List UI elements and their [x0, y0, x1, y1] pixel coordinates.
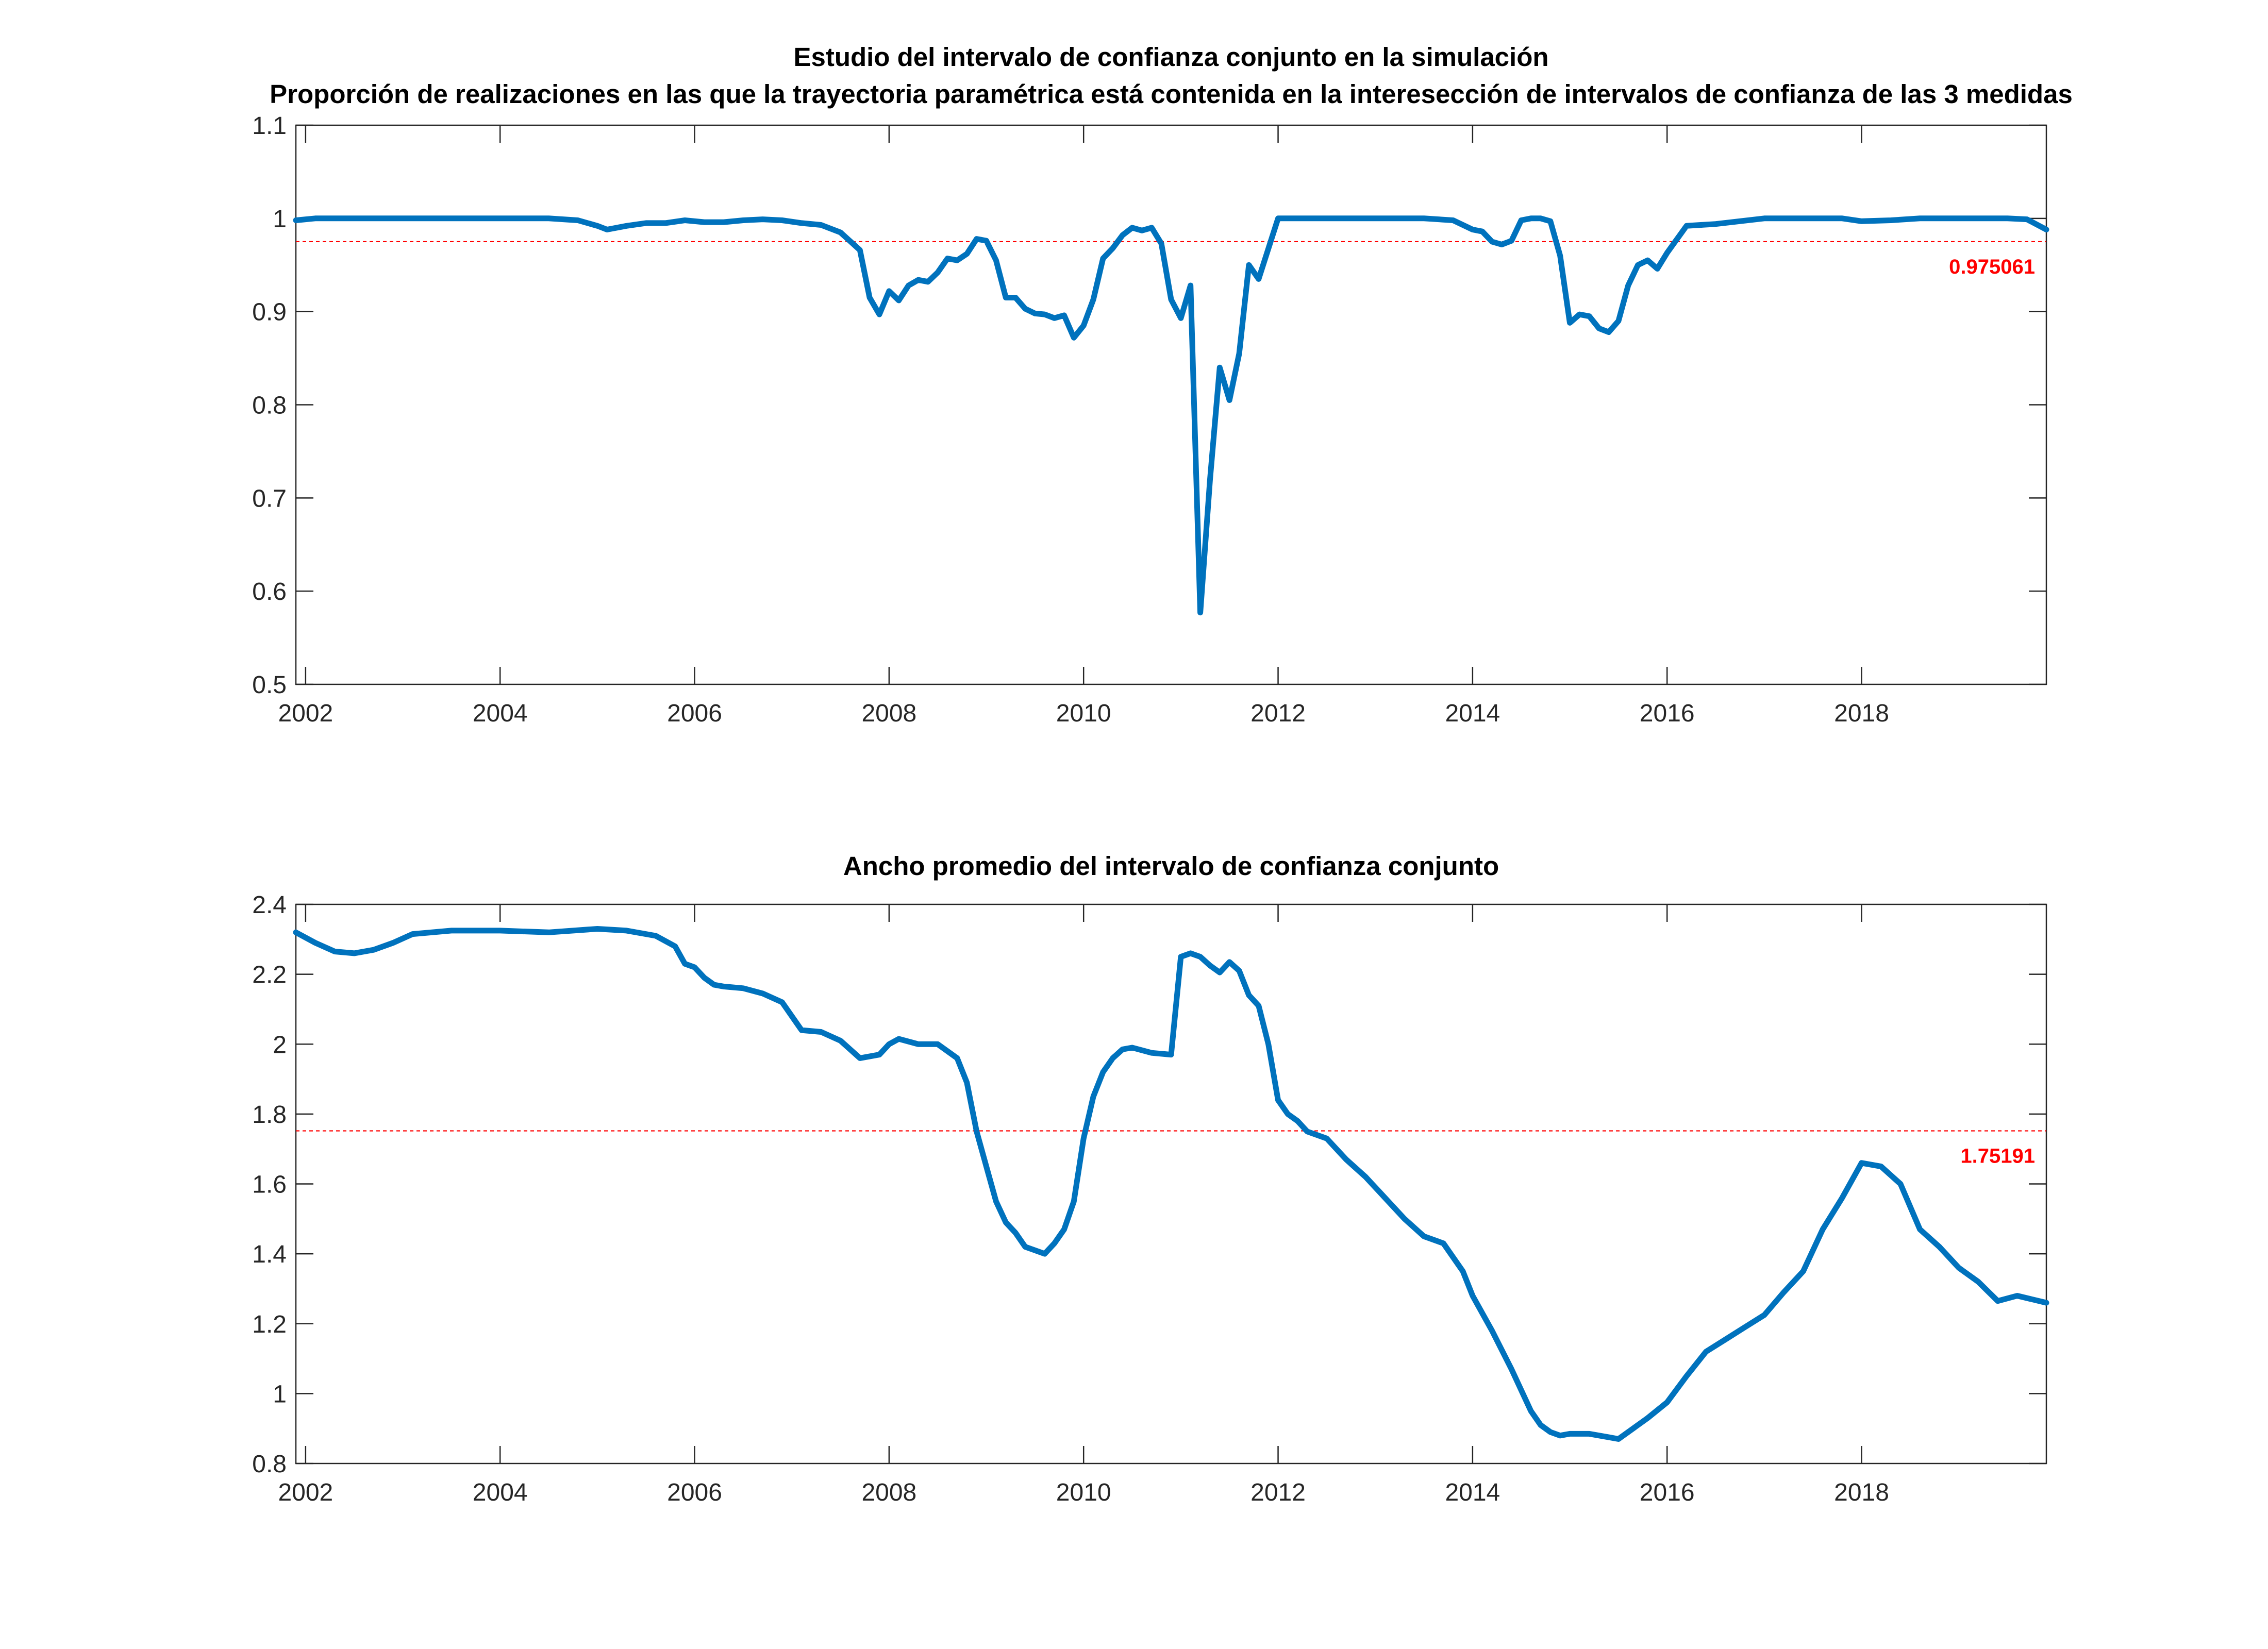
y-tick-label: 0.5 — [252, 671, 287, 699]
x-tick-label: 2012 — [1250, 700, 1306, 727]
y-tick-label: 0.8 — [252, 1451, 287, 1478]
y-tick-label: 1.2 — [252, 1311, 287, 1338]
reference-label: 1.75191 — [1960, 1145, 2035, 1167]
y-tick-label: 0.8 — [252, 392, 287, 419]
x-tick-label: 2006 — [667, 700, 722, 727]
y-tick-label: 0.7 — [252, 485, 287, 512]
subplot-coverage: Estudio del intervalo de confianza conju… — [252, 42, 2073, 727]
x-tick-label: 2016 — [1640, 1479, 1695, 1506]
x-tick-label: 2004 — [473, 700, 528, 727]
series-line — [293, 926, 2049, 1442]
x-tick-label: 2006 — [667, 1479, 722, 1506]
x-tick-label: 2014 — [1445, 1479, 1500, 1506]
y-tick-label: 2 — [273, 1031, 287, 1058]
x-tick-label: 2008 — [861, 1479, 916, 1506]
y-tick-label: 1.4 — [252, 1241, 287, 1268]
y-tick-label: 1.1 — [252, 112, 287, 140]
chart-title: Ancho promedio del intervalo de confianz… — [843, 851, 1499, 881]
y-tick-label: 1 — [273, 206, 287, 233]
y-tick-label: 1.6 — [252, 1171, 287, 1199]
x-tick-label: 2016 — [1640, 700, 1695, 727]
y-tick-label: 1 — [273, 1381, 287, 1408]
x-tick-label: 2002 — [278, 700, 333, 727]
x-tick-label: 2008 — [861, 700, 916, 727]
axes-coverage: 2002 2004 2006 2008 2010 2012 2014 2016 2018 0.5 0… — [252, 112, 2049, 727]
y-tick-label: 2.2 — [252, 962, 287, 989]
x-tick-label: 2002 — [278, 1479, 333, 1506]
y-tick-label: 2.4 — [252, 891, 287, 919]
subplot-width: Ancho promedio del intervalo de confianz… — [252, 851, 2049, 1506]
y-tick-label: 0.6 — [252, 578, 287, 605]
y-tick-label: 1.8 — [252, 1101, 287, 1129]
x-tick-label: 2010 — [1056, 1479, 1111, 1506]
chart-title: Estudio del intervalo de confianza conju… — [793, 42, 1548, 72]
chart-subtitle: Proporción de realizaciones en las que l… — [270, 79, 2073, 109]
x-tick-label: 2004 — [473, 1479, 528, 1506]
x-tick-label: 2012 — [1250, 1479, 1306, 1506]
x-tick-label: 2010 — [1056, 700, 1111, 727]
x-tick-label: 2018 — [1834, 700, 1889, 727]
x-tick-label: 2018 — [1834, 1479, 1889, 1506]
reference-label: 0.975061 — [1949, 256, 2035, 278]
axes-width: 2002 2004 2006 2008 2010 2012 2014 2016 2018 0.8 1… — [252, 891, 2049, 1506]
x-tick-label: 2014 — [1445, 700, 1500, 727]
y-tick-label: 0.9 — [252, 299, 287, 326]
